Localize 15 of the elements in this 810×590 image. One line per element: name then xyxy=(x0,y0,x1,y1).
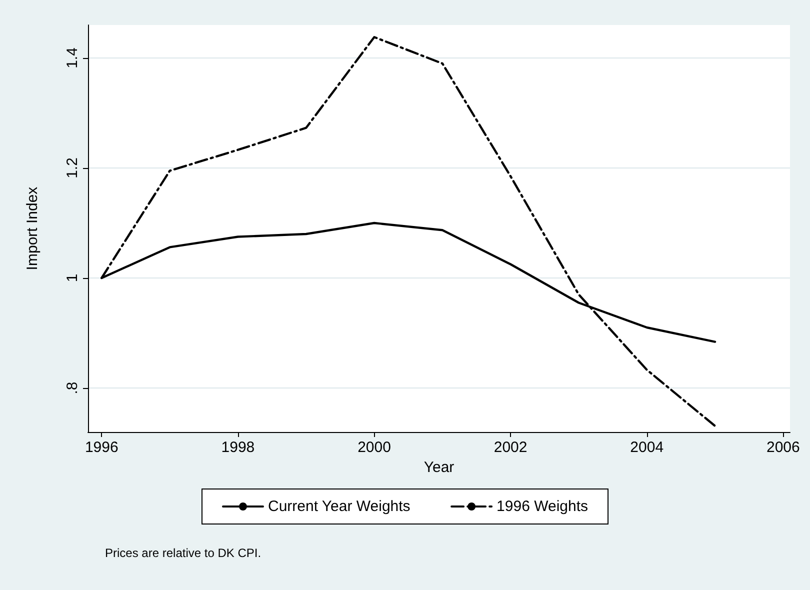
x-tick-label: 2000 xyxy=(358,439,391,456)
y-tick-label: .8 xyxy=(64,382,81,394)
y-tick-label: 1.4 xyxy=(64,48,81,68)
y-tick-label: 1.2 xyxy=(64,158,81,178)
x-tick-label: 1996 xyxy=(84,439,118,456)
x-axis-title: Year xyxy=(424,459,454,476)
x-tick-label: 2004 xyxy=(630,439,664,456)
legend-label: 1996 Weights xyxy=(496,498,588,515)
y-tick-label: 1 xyxy=(64,274,81,282)
x-tick-label: 2006 xyxy=(766,439,800,456)
x-tick-label: 1998 xyxy=(221,439,255,456)
legend-label: Current Year Weights xyxy=(268,498,410,515)
x-tick-label: 2002 xyxy=(494,439,528,456)
text: Prices are relative to DK CPI. xyxy=(105,546,262,560)
y-axis-title: Import Index xyxy=(24,186,41,270)
